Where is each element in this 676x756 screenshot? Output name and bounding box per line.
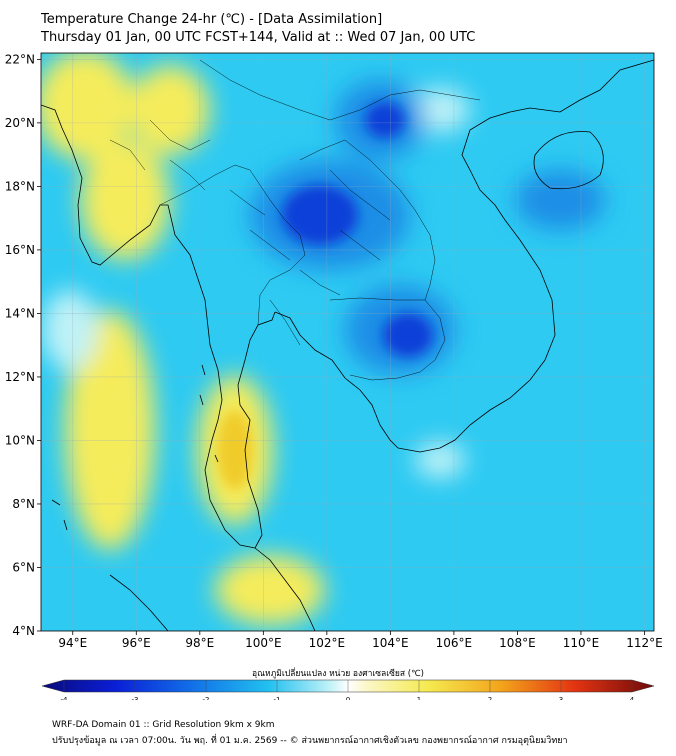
border-laos xyxy=(299,139,436,301)
strong-cool-core-cambodia xyxy=(383,313,433,357)
border-myanmar-thailand xyxy=(159,164,306,326)
lon-tick-label: 96°E xyxy=(122,636,151,650)
lon-tick-label: 112°E xyxy=(626,636,663,650)
warm-anomaly-myanmar xyxy=(80,140,170,260)
border-laos-internal xyxy=(329,169,391,261)
strong-cool-core-yunnan xyxy=(365,102,405,138)
lat-tick-label: 20°N xyxy=(5,116,35,130)
colorbar-tick-label: 2 xyxy=(488,696,492,700)
longitude-axis: 94°E 96°E 98°E 100°E 102°E 104°E 106°E 108°E 110… xyxy=(58,631,663,650)
coastline-malaya xyxy=(254,547,316,631)
lat-tick-label: 4°N xyxy=(12,624,35,638)
coastline-sumatra xyxy=(109,574,169,631)
colorbar-label: อุณหภูมิเปลี่ยนแปลง หน่วย องศาเซลเซียส (… xyxy=(252,669,424,679)
border-china xyxy=(199,59,481,121)
pale-anomaly-west xyxy=(42,290,98,370)
border-myanmar-internal xyxy=(109,119,211,191)
temperature-field xyxy=(41,53,654,631)
chart-title: Temperature Change 24-hr (℃) - [Data Ass… xyxy=(41,12,383,27)
lat-tick-label: 16°N xyxy=(5,243,35,257)
colorbar-tick-label: -1 xyxy=(274,696,281,700)
lon-tick-label: 108°E xyxy=(499,636,536,650)
lon-tick-label: 98°E xyxy=(185,636,214,650)
warm-anomaly-myanmar-north xyxy=(130,65,210,155)
chart-subtitle: Thursday 01 Jan, 00 UTC FCST+144, Valid … xyxy=(41,30,476,45)
colorbar-tick-label: 3 xyxy=(559,696,563,700)
warm-anomaly-sumatra xyxy=(215,555,325,625)
strong-warm-core-peninsula xyxy=(217,410,253,490)
lat-tick-label: 22°N xyxy=(5,52,35,66)
cool-anomaly-gulf-tonkin xyxy=(515,170,605,230)
temperature-change-map: 22°N 20°N 18°N 16°N 14°N 12°N 10°N 8°N 6°N 4°N 94… xyxy=(5,52,663,700)
coastline-myanmar-west xyxy=(41,104,276,549)
pale-anomaly-mekong xyxy=(415,442,465,478)
colorbar-tick-label: 4 xyxy=(630,696,635,700)
colorbar-tick-label: 0 xyxy=(346,696,350,700)
lon-tick-label: 102°E xyxy=(309,636,346,650)
border-thailand-internal xyxy=(229,189,341,346)
lat-tick-label: 6°N xyxy=(12,560,35,574)
colorbar-tick-label: -4 xyxy=(61,696,69,700)
border-cambodia xyxy=(329,297,446,381)
lat-tick-label: 18°N xyxy=(5,179,35,193)
lat-tick-label: 10°N xyxy=(5,433,35,447)
strong-cool-core-laos xyxy=(282,185,358,245)
lon-tick-label: 100°E xyxy=(245,636,282,650)
coastline-vietnam xyxy=(397,59,654,453)
lon-tick-label: 104°E xyxy=(372,636,409,650)
lon-tick-label: 106°E xyxy=(436,636,473,650)
lon-tick-label: 94°E xyxy=(58,636,87,650)
footer-model-info: WRF-DA Domain 01 :: Grid Resolution 9km … xyxy=(52,720,275,730)
lat-tick-label: 14°N xyxy=(5,306,35,320)
coastline-gulf-thailand xyxy=(274,311,399,449)
lon-tick-label: 110°E xyxy=(563,636,600,650)
gridlines xyxy=(41,53,654,631)
footer-copyright: ปรับปรุงข้อมูล ณ เวลา 07:00น. วัน พฤ. ที… xyxy=(52,736,568,746)
latitude-axis: 22°N 20°N 18°N 16°N 14°N 12°N 10°N 8°N 6°N 4°N xyxy=(5,52,41,638)
colorbar: -4 -3 -2 -1 0 1 2 3 4 xyxy=(41,679,655,700)
lat-tick-label: 12°N xyxy=(5,370,35,384)
warm-anomaly-andaman xyxy=(65,310,155,550)
colorbar-tick-label: 1 xyxy=(417,696,421,700)
coastline-hainan xyxy=(533,131,604,190)
map-frame xyxy=(40,52,655,632)
islands-andaman xyxy=(51,364,219,531)
coastlines xyxy=(41,59,654,631)
admin-borders xyxy=(109,59,481,381)
colorbar-tick-label: -3 xyxy=(132,696,139,700)
lat-tick-label: 8°N xyxy=(12,497,35,511)
colorbar-tick-label: -2 xyxy=(203,696,210,700)
colorbar-ticks: -4 -3 -2 -1 0 1 2 3 4 xyxy=(61,680,635,700)
pale-anomaly-north xyxy=(410,88,470,132)
